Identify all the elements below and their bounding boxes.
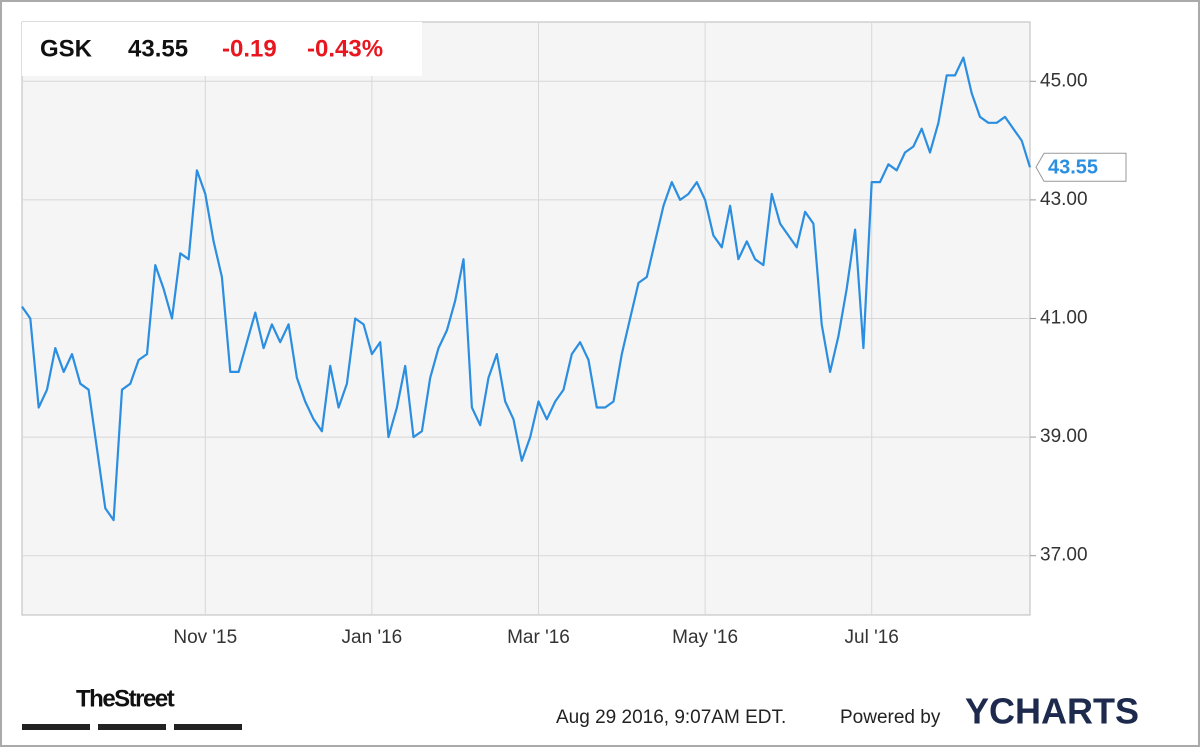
ticker: GSK: [40, 35, 93, 62]
price-line: [21, 56, 1032, 522]
last-value-callout: [1035, 152, 1127, 182]
ycharts-logo: YCHARTS: [965, 691, 1139, 732]
price: 43.55: [128, 35, 188, 62]
brand-name: TheStreet: [76, 685, 175, 712]
timestamp: Aug 29 2016, 9:07AM EDT.: [556, 707, 786, 728]
brand-bar: [98, 724, 166, 730]
y-tick-label: 37.00: [1040, 545, 1088, 566]
y-tick-label: 45.00: [1040, 70, 1088, 91]
last-value-label: 43.55: [1048, 157, 1098, 179]
change-pct: -0.43%: [307, 35, 383, 62]
change: -0.19: [222, 35, 277, 62]
x-tick-label: May '16: [672, 627, 738, 648]
header-box: [22, 22, 422, 76]
grid: [22, 22, 1030, 615]
brand-bar: [174, 724, 242, 730]
x-tick-label: Jul '16: [845, 627, 899, 648]
y-tick-label: 43.00: [1040, 189, 1088, 210]
x-tick-label: Mar '16: [507, 627, 570, 648]
brand-bar: [22, 724, 90, 730]
y-tick-label: 39.00: [1040, 426, 1088, 447]
powered-by: Powered by: [840, 707, 941, 728]
x-tick-label: Jan '16: [342, 627, 403, 648]
y-tick-label: 41.00: [1040, 308, 1088, 329]
x-tick-label: Nov '15: [173, 627, 237, 648]
brand: TheStreet: [22, 685, 242, 730]
